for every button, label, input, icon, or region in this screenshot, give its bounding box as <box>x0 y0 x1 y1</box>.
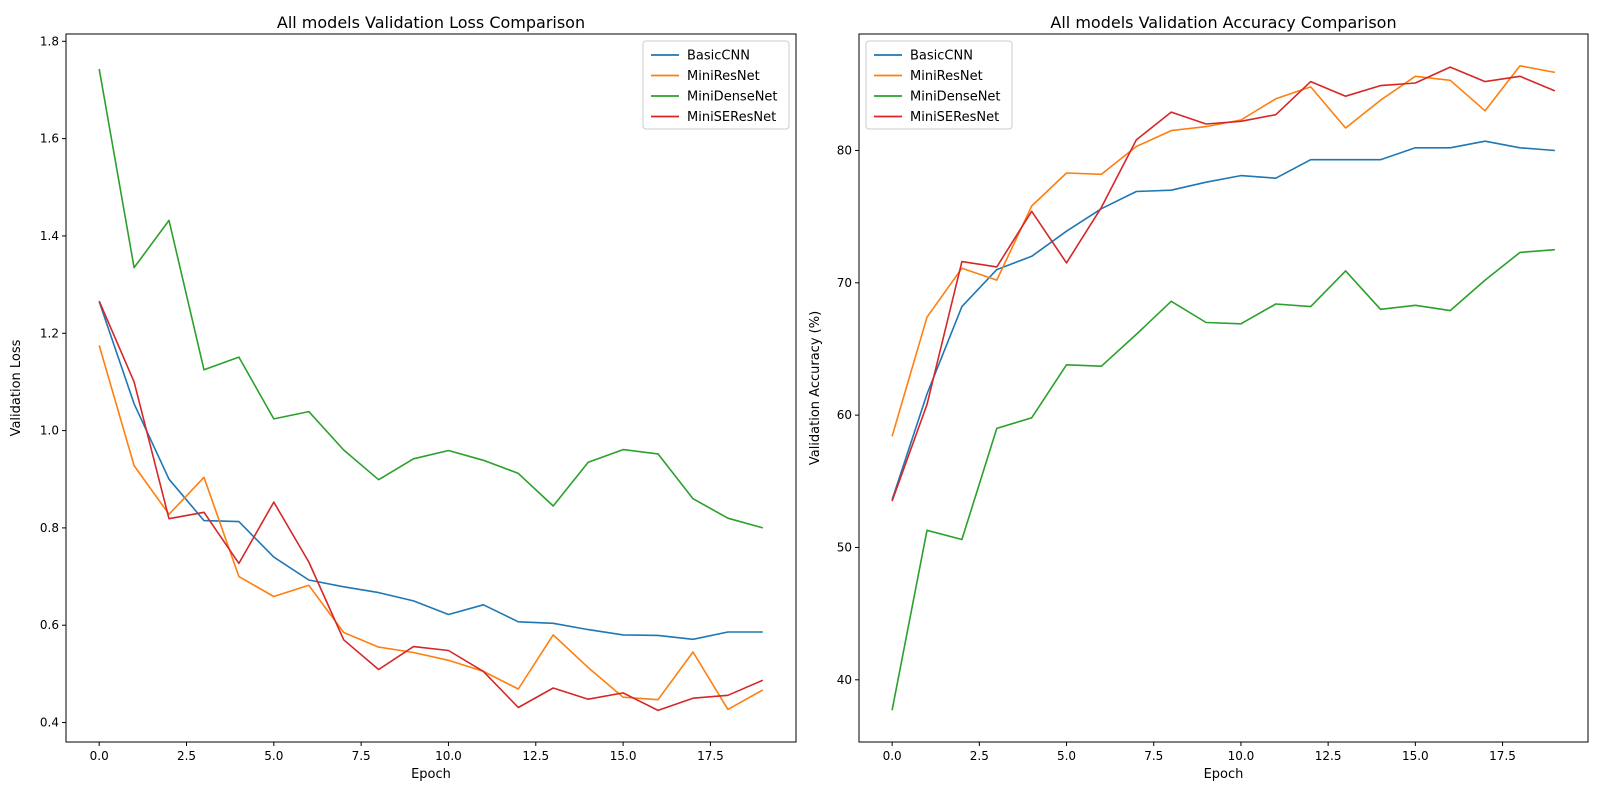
loss-series-line-minidensenet <box>98 68 764 529</box>
acc-legend: BasicCNN MiniResNet MiniDenseNet MiniSEResN… <box>865 40 1013 130</box>
loss-y-tick-label: 1.0 <box>40 424 59 438</box>
loss-legend-label: MiniDenseNet <box>687 90 778 105</box>
loss-series-line-basiccnn <box>98 301 763 641</box>
loss-series-line-miniresnet <box>98 345 764 711</box>
acc-x-tick-label: 17.5 <box>1489 749 1516 763</box>
loss-legend-box <box>642 40 790 130</box>
acc-x-tick-label: 10.0 <box>1228 749 1255 763</box>
acc-legend-label: BasicCNN <box>910 49 973 64</box>
acc-x-tick-label: 5.0 <box>1057 749 1076 763</box>
loss-series-line-miniseresnet <box>98 300 764 712</box>
acc-legend-label: MiniSEResNet <box>910 110 999 125</box>
loss-y-tick-label: 1.8 <box>40 34 59 48</box>
loss-y-tick-label: 1.4 <box>40 229 59 243</box>
loss-axes-frame <box>65 33 797 743</box>
acc-legend-box <box>865 40 1013 130</box>
acc-y-tick-label: 50 <box>837 540 852 554</box>
acc-y-tick-label: 60 <box>837 408 852 422</box>
loss-x-tick-label: 10.0 <box>435 749 462 763</box>
loss-x-tick-label: 12.5 <box>522 749 549 763</box>
loss-legend-label: BasicCNN <box>687 49 750 64</box>
acc-x-tick-label: 15.0 <box>1402 749 1429 763</box>
loss-legend: BasicCNN MiniResNet MiniDenseNet MiniSEResN… <box>642 40 790 130</box>
loss-x-axis-label: Epoch <box>411 767 451 782</box>
acc-chart: All models Validation Accuracy Compariso… <box>808 13 1589 782</box>
acc-series-line-minidensenet <box>891 248 1555 711</box>
loss-y-tick-label: 0.8 <box>40 521 59 535</box>
acc-axes-frame <box>858 33 1589 743</box>
loss-x-tick-label: 2.5 <box>177 749 196 763</box>
loss-y-axis-label: Validation Loss <box>9 339 24 436</box>
acc-y-tick-label: 80 <box>837 143 852 157</box>
loss-x-tick-label: 17.5 <box>697 749 724 763</box>
acc-x-tick-label: 12.5 <box>1315 749 1342 763</box>
acc-legend-label: MiniDenseNet <box>910 90 1001 105</box>
loss-chart-title: All models Validation Loss Comparison <box>277 13 585 32</box>
loss-y-tick-label: 0.6 <box>40 618 59 632</box>
loss-y-tick-label: 1.2 <box>40 326 59 340</box>
loss-x-tick-label: 0.0 <box>90 749 109 763</box>
loss-x-tick-label: 7.5 <box>352 749 371 763</box>
acc-chart-title: All models Validation Accuracy Compariso… <box>1050 13 1396 32</box>
loss-legend-label: MiniSEResNet <box>687 110 776 125</box>
acc-y-axis-label: Validation Accuracy (%) <box>808 311 823 465</box>
acc-x-tick-label: 2.5 <box>970 749 989 763</box>
acc-y-tick-label: 40 <box>837 673 852 687</box>
loss-y-tick-label: 1.6 <box>40 132 59 146</box>
acc-x-tick-label: 7.5 <box>1144 749 1163 763</box>
acc-legend-label: MiniResNet <box>910 69 983 84</box>
loss-x-tick-label: 15.0 <box>610 749 637 763</box>
loss-chart: All models Validation Loss Comparison 0.0… <box>9 13 797 782</box>
acc-x-axis-label: Epoch <box>1204 767 1244 782</box>
loss-legend-label: MiniResNet <box>687 69 760 84</box>
loss-x-tick-label: 5.0 <box>264 749 283 763</box>
acc-y-tick-label: 70 <box>837 276 852 290</box>
acc-series-line-miniseresnet <box>891 66 1556 502</box>
loss-y-tick-label: 0.4 <box>40 716 59 730</box>
acc-x-tick-label: 0.0 <box>883 749 902 763</box>
